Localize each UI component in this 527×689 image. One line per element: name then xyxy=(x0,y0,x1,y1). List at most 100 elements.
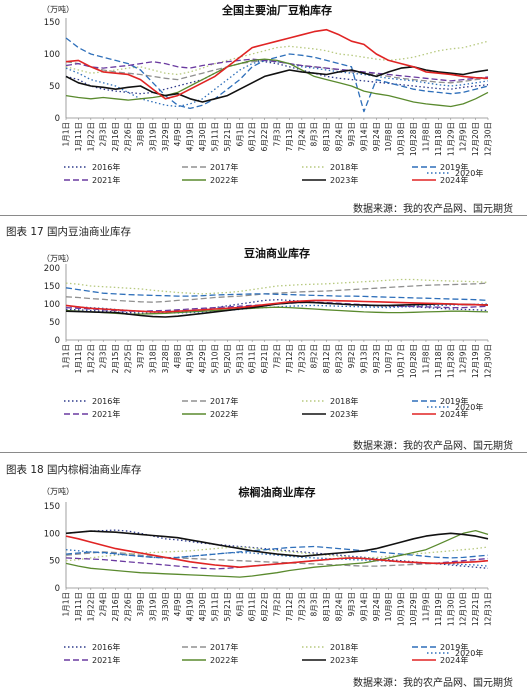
chart-1-xtick-label: 11月29日 xyxy=(446,122,455,156)
chart-2-xtick-label: 6月21日 xyxy=(260,344,269,373)
separator-2 xyxy=(0,452,527,453)
chart-3-xtick-label: 8月3日 xyxy=(310,592,319,617)
chart-1-series-line xyxy=(65,37,489,113)
chart-2-xtick-label: 1月22日 xyxy=(86,344,95,373)
chart-2-xtick-label: 7月2日 xyxy=(273,344,282,369)
chart-1-xtick-label: 11月8日 xyxy=(421,122,430,151)
chart-3-xtick-label: 5月11日 xyxy=(210,592,219,621)
chart-2-xtick-label: 5月20日 xyxy=(223,344,232,373)
chart-3-title: 棕榈油商业库存 xyxy=(238,485,316,499)
chart-1-series-line xyxy=(65,28,489,100)
chart-3-xtick-label: 7月23日 xyxy=(297,592,306,621)
chart-1-xtick-label: 10月28日 xyxy=(409,122,418,156)
chart-panel-3: 棕榈油商业库存 （万吨） 0 50 100 150 1月1日 1月11日 1月22日 2月4日 2月… xyxy=(0,480,527,672)
chart-2-ytick-label: 150 xyxy=(44,282,60,292)
chart-3-xtick-label: 6月1日 xyxy=(235,592,244,617)
chart-1-xtick-label: 6月1日 xyxy=(235,122,244,147)
chart-1-xtick-label: 2月3日 xyxy=(99,122,108,147)
chart-3-xtick-label: 11月9日 xyxy=(421,592,430,621)
chart-2-xtick-label: 8月2日 xyxy=(310,344,319,369)
chart-3-legend-label: 2020年 xyxy=(455,648,483,658)
chart-1-xtick-label: 8月13日 xyxy=(322,122,331,151)
chart-3-xtick-label: 3月9日 xyxy=(136,592,145,617)
chart-3-legend-label: 2016年 xyxy=(92,642,120,652)
chart-1-series-line xyxy=(65,40,489,76)
chart-2-xtick-label: 12月9日 xyxy=(459,344,468,373)
chart-3-xtick-label: 11月30日 xyxy=(446,592,455,626)
chart-2-xtick-label: 1月1日 xyxy=(62,344,71,369)
chart-2-legend-label: 2020年 xyxy=(455,402,483,412)
chart-1-series-line xyxy=(65,59,489,95)
chart-1-xtick-label: 8月24日 xyxy=(335,122,344,151)
chart-1-xtick-label: 3月29日 xyxy=(161,122,170,151)
chart-2-xtick-label: 5月10日 xyxy=(210,344,219,373)
chart-1-xtick-label: 2月16日 xyxy=(111,122,120,151)
chart-2-ytick-label: 50 xyxy=(49,318,60,328)
chart-3-xtick-label: 5月21日 xyxy=(223,592,232,621)
chart-2-xtick-label: 6月11日 xyxy=(248,344,257,373)
chart-2-series-line xyxy=(65,301,489,318)
chart-3-xtick-label: 1月1日 xyxy=(62,592,71,617)
chart-2-xtick-label: 3月28日 xyxy=(161,344,170,373)
chart-1-xtick-label: 7月3日 xyxy=(273,122,282,147)
chart-1-xtick-label: 10月8日 xyxy=(384,122,393,151)
chart-1-svg: 全国主要油厂豆粕库存 （万吨） 0 50 100 150 1月1日 1月11日 1月22日 2月3… xyxy=(42,3,493,185)
chart-2-title: 豆油商业库存 xyxy=(244,246,310,260)
chart-1-xtick-label: 7月24日 xyxy=(297,122,306,151)
chart-1-xtick-label: 1月1日 xyxy=(62,122,71,147)
chart-3-xtick-label: 1月11日 xyxy=(74,592,83,621)
chart-2-xtick-label: 8月23日 xyxy=(335,344,344,373)
chart-2-legend-label: 2016年 xyxy=(92,396,120,406)
chart-1-ytick-label: 100 xyxy=(44,50,60,60)
chart-3-xtick-label: 10月8日 xyxy=(384,592,393,621)
chart-3-xtick-label: 6月11日 xyxy=(248,592,257,621)
chart-2-xtick-label: 9月2日 xyxy=(347,344,356,369)
chart-3-series-line xyxy=(65,535,489,568)
chart-2-legend-label: 2021年 xyxy=(92,409,120,419)
chart-1-legend-label: 2023年 xyxy=(330,175,358,185)
chart-2-xtick-label: 7月12日 xyxy=(285,344,294,373)
chart-1-title: 全国主要油厂豆粕库存 xyxy=(221,3,332,17)
chart-2-xtick-label: 2月3日 xyxy=(99,344,108,369)
chart-1-legend-label: 2017年 xyxy=(210,162,238,172)
chart-1-xtick-label: 5月11日 xyxy=(210,122,219,151)
chart-2-xtick-label: 8月12日 xyxy=(322,344,331,373)
chart-2-ytick-label: 200 xyxy=(44,264,60,274)
source-text-1: 数据来源：我的农产品网、国元期货 xyxy=(353,204,513,215)
chart-2-xtick-label: 10月17日 xyxy=(397,344,406,378)
chart-2-series-line xyxy=(65,306,489,315)
chart-1-ytick-label: 50 xyxy=(49,82,60,92)
chart-3-xtick-label: 10月19日 xyxy=(397,592,406,626)
chart-3-xtick-label: 3月19日 xyxy=(148,592,157,621)
chart-3-xtick-label: 7月12日 xyxy=(285,592,294,621)
chart-1-ytick-label: 0 xyxy=(55,114,60,124)
chart-2-xtick-label: 3月18日 xyxy=(148,344,157,373)
chart-3-xtick-label: 8月24日 xyxy=(335,592,344,621)
chart-3-xtick-label: 12月31日 xyxy=(484,592,493,626)
chart-2-xtick-label: 9月13日 xyxy=(359,344,368,373)
chart-1-xtick-label: 4月19日 xyxy=(186,122,195,151)
chart-3-xtick-label: 9月14日 xyxy=(359,592,368,621)
chart-1-xtick-label: 3月8日 xyxy=(136,122,145,147)
chart-3-legend-label: 2017年 xyxy=(210,642,238,652)
chart-2-xtick-label: 4月29日 xyxy=(198,344,207,373)
chart-3-xtick-label: 3月30日 xyxy=(161,592,170,621)
chart-1-xtick-label: 10月18日 xyxy=(397,122,406,156)
chart-3-series-line xyxy=(65,546,489,562)
chart-3-ytick-label: 50 xyxy=(49,557,60,567)
chart-1-xtick-label: 1月11日 xyxy=(74,122,83,151)
figure-caption-17: 图表 17 国内豆油商业库存 xyxy=(6,226,132,238)
chart-2-legend-label: 2023年 xyxy=(330,409,358,419)
chart-2-xtick-label: 7月23日 xyxy=(297,344,306,373)
chart-1-xtick-label: 12月20日 xyxy=(471,122,480,156)
chart-3-ytick-label: 100 xyxy=(44,529,60,539)
chart-3-xtick-label: 9月3日 xyxy=(347,592,356,617)
chart-2-xtick-label: 9月23日 xyxy=(372,344,381,373)
chart-2-legend-label: 2022年 xyxy=(210,409,238,419)
chart-2-xtick-label: 10月28日 xyxy=(409,344,418,378)
chart-2-xtick-label: 2月15日 xyxy=(111,344,120,373)
chart-2-series-line xyxy=(65,282,489,303)
chart-1-xtick-label: 12月30日 xyxy=(484,122,493,156)
chart-2-xtick-label: 1月11日 xyxy=(74,344,83,373)
